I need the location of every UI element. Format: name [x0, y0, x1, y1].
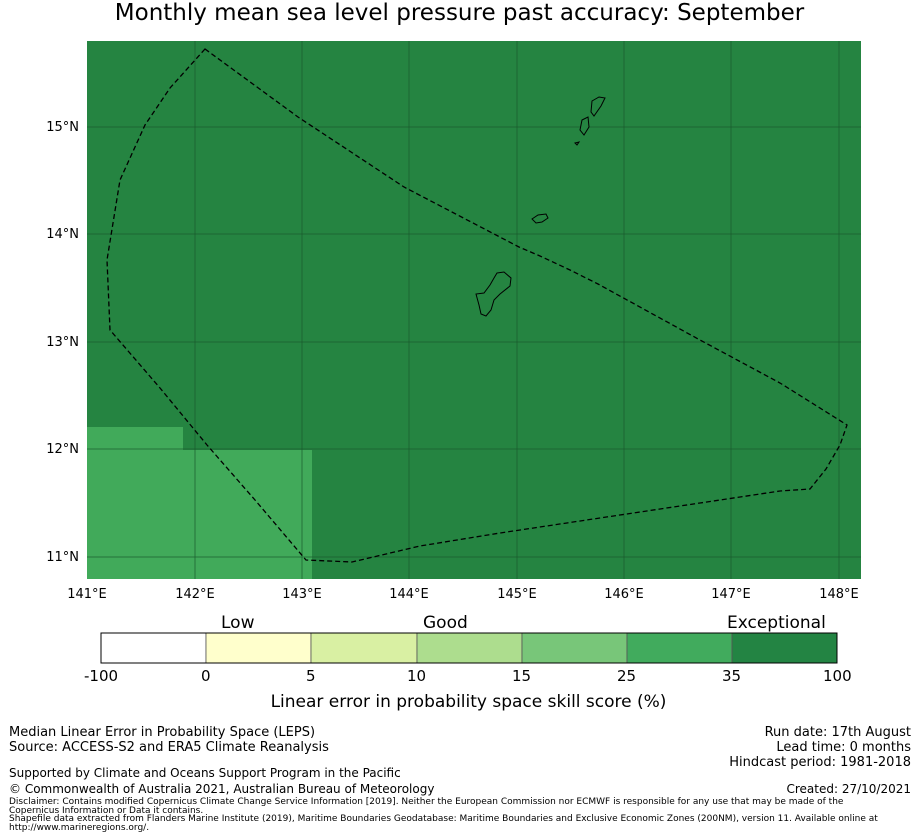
colorbar-tick-label: 35	[722, 667, 742, 685]
colorbar	[100, 632, 838, 664]
colorbar-tick-label: 5	[306, 667, 316, 685]
footer-source: Source: ACCESS-S2 and ERA5 Climate Reana…	[9, 740, 329, 755]
footer-run-date: Run date: 17th August	[764, 725, 911, 740]
lon-tick-label: 145°E	[497, 587, 537, 602]
footer-created: Created: 27/10/2021	[786, 782, 911, 796]
colorbar-label: Linear error in probability space skill …	[270, 692, 667, 712]
graticule	[87, 41, 861, 579]
skill-high-region	[87, 450, 312, 579]
lon-tick-label: 144°E	[389, 587, 429, 602]
lat-tick-label: 14°N	[46, 227, 79, 242]
lat-tick-labels: 15°N 14°N 13°N 12°N 11°N	[46, 120, 79, 565]
footer-shapefile-line-2: http://www.marineregions.org/.	[9, 823, 150, 833]
colorbar-segment	[626, 632, 733, 664]
map-panel	[87, 41, 861, 579]
footer-method: Median Linear Error in Probability Space…	[9, 725, 316, 740]
skill-high-region	[87, 427, 183, 450]
colorbar-segment	[100, 632, 207, 664]
lon-tick-label: 143°E	[282, 587, 322, 602]
colorbar-segment	[205, 632, 312, 664]
colorbar-category-good: Good	[423, 613, 468, 633]
colorbar-segment	[731, 632, 838, 664]
eez-boundary	[106, 48, 848, 563]
aguijan-island	[574, 141, 581, 146]
colorbar-tick-label: 100	[823, 667, 852, 685]
footer-disclaimer-line-1: Disclaimer: Contains modified Copernicus…	[9, 797, 844, 807]
lon-tick-label: 147°E	[711, 587, 751, 602]
saipan-island	[590, 96, 606, 117]
lat-tick-label: 11°N	[46, 550, 79, 565]
footer-support: Supported by Climate and Oceans Support …	[9, 766, 401, 780]
footer-hindcast: Hindcast period: 1981-2018	[729, 755, 911, 770]
footer-disclaimer-line-2: Copernicus Information or Data it contai…	[9, 806, 204, 816]
lon-tick-label: 146°E	[604, 587, 644, 602]
colorbar-tick-label: 10	[407, 667, 427, 685]
colorbar-segment	[521, 632, 628, 664]
colorbar-segment	[310, 632, 418, 664]
lat-tick-label: 12°N	[46, 442, 79, 457]
colorbar-tick-label: 0	[201, 667, 211, 685]
lon-tick-labels: 141°E 142°E 143°E 144°E 145°E 146°E 147°…	[67, 587, 859, 602]
tinian-island	[579, 116, 590, 136]
footer-copyright: © Commonwealth of Australia 2021, Austra…	[9, 782, 435, 796]
lon-tick-label: 148°E	[819, 587, 859, 602]
footer-shapefile-line-1: Shapefile data extracted from Flanders M…	[9, 814, 878, 824]
colorbar-segment	[416, 632, 523, 664]
colorbar-frame	[100, 632, 838, 664]
islands	[475, 96, 606, 317]
lon-tick-label: 141°E	[67, 587, 107, 602]
lat-tick-label: 15°N	[46, 120, 79, 135]
colorbar-category-exceptional: Exceptional	[727, 613, 826, 633]
footer-lead-time: Lead time: 0 months	[776, 740, 911, 755]
lat-tick-label: 13°N	[46, 335, 79, 350]
map-title: Monthly mean sea level pressure past acc…	[114, 0, 805, 26]
colorbar-tick-label: -100	[84, 667, 119, 685]
lon-tick-label: 142°E	[175, 587, 215, 602]
colorbar-tick-label: 25	[617, 667, 637, 685]
colorbar-tick-label: 15	[512, 667, 532, 685]
rota-island	[531, 213, 549, 224]
guam-island	[475, 271, 512, 317]
colorbar-category-low: Low	[221, 613, 255, 633]
